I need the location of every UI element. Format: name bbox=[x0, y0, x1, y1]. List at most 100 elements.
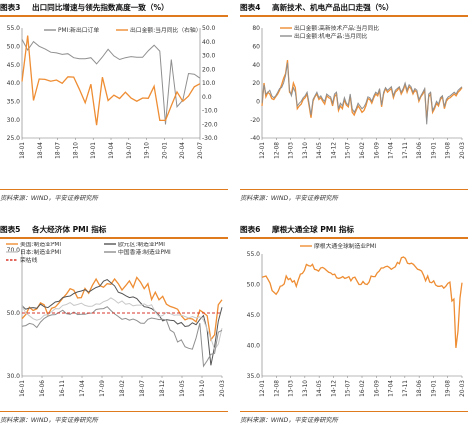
y-tick-label: 40 bbox=[252, 62, 260, 69]
x-tick-label: 19-01 bbox=[431, 142, 437, 159]
panel-header: 图表5 各大经济体 PMI 指标 bbox=[0, 222, 228, 236]
x-tick-label: 19-08 bbox=[446, 380, 452, 397]
chart-fig5: 70.0 50.0 30.016-01 16-06 16-11 17-04 17-09 18-… bbox=[6, 242, 226, 397]
x-tick-label: 14-12 bbox=[331, 142, 337, 159]
series-line-0 bbox=[261, 60, 463, 120]
legend-label: PMI:新出口订单 bbox=[58, 26, 99, 34]
legend-label: 摩根大通全球制造业PMI bbox=[314, 242, 377, 250]
header-rule bbox=[240, 237, 468, 239]
chart-title: 出口同比增速与领先指数高度一致（%） bbox=[32, 2, 169, 12]
chart-panel-fig6: 图表6 摩根大通全球 PMI 指标 55.0 50.0 45.0 40.0 35.0 12… bbox=[240, 222, 468, 432]
source-note: 资料来源：WIND，平安证券研究所 bbox=[240, 417, 338, 424]
x-tick-label: 12-01 bbox=[260, 380, 266, 397]
y-right-tick-label: -10.0 bbox=[202, 108, 218, 115]
x-tick-label: 17-04 bbox=[389, 142, 395, 159]
x-tick-label: 18-12 bbox=[160, 380, 166, 397]
x-tick-label: 17-11 bbox=[403, 142, 409, 159]
y-tick-label: 50.0 bbox=[7, 44, 21, 51]
y-tick-label: 30.0 bbox=[7, 373, 21, 380]
figure-number: 图表3 bbox=[0, 2, 21, 12]
x-tick-label: 18-04 bbox=[38, 142, 44, 159]
x-tick-label: 14-05 bbox=[317, 380, 323, 397]
x-tick-label: 12-08 bbox=[274, 380, 280, 397]
x-tick-label: 18-10 bbox=[73, 142, 79, 159]
y-tick-label: 70.0 bbox=[7, 247, 21, 254]
y-tick-label: 20 bbox=[252, 80, 260, 87]
x-tick-label: 16-02 bbox=[360, 142, 366, 159]
x-tick-label: 20-03 bbox=[460, 380, 466, 397]
legend-label: 出口金额:当月同比（右轴） bbox=[130, 26, 202, 34]
panel-header: 图表4 高新技术、机电产品出口走强（%） bbox=[240, 0, 468, 14]
figure-number: 图表4 bbox=[240, 2, 261, 12]
y-right-tick-label: 50.0 bbox=[202, 25, 216, 32]
legend-label: 中国香港:制造业PMI bbox=[118, 248, 171, 256]
x-tick-label: 13-03 bbox=[289, 142, 295, 159]
x-tick-label: 18-06 bbox=[417, 380, 423, 397]
x-tick-label: 16-09 bbox=[374, 142, 380, 159]
x-tick-label: 16-01 bbox=[20, 380, 26, 397]
x-tick-label: 20-01 bbox=[162, 142, 168, 159]
x-tick-label: 19-08 bbox=[446, 142, 452, 159]
x-tick-label: 16-02 bbox=[360, 380, 366, 397]
x-tick-label: 18-01 bbox=[20, 142, 26, 159]
x-tick-label: 17-09 bbox=[100, 380, 106, 397]
x-tick-label: 19-05 bbox=[180, 380, 186, 397]
x-tick-label: 12-08 bbox=[274, 142, 280, 159]
x-tick-label: 20-03 bbox=[460, 142, 466, 159]
x-tick-label: 19-01 bbox=[431, 380, 437, 397]
panel-header: 图表3 出口同比增速与领先指数高度一致（%） bbox=[0, 0, 228, 14]
series-line-0 bbox=[261, 256, 463, 348]
series-line-3 bbox=[21, 306, 223, 368]
series-line-1 bbox=[21, 35, 201, 126]
y-right-tick-label: 10.0 bbox=[202, 80, 216, 87]
y-tick-label: 0 bbox=[256, 99, 260, 106]
y-tick-label: 55.0 bbox=[7, 25, 21, 32]
x-tick-label: 18-06 bbox=[417, 142, 423, 159]
y-tick-label: -20 bbox=[250, 117, 260, 124]
header-rule bbox=[240, 15, 468, 17]
x-tick-label: 17-11 bbox=[403, 380, 409, 397]
x-tick-label: 16-09 bbox=[374, 380, 380, 397]
x-tick-label: 19-10 bbox=[200, 380, 206, 397]
figure-number: 图表6 bbox=[240, 224, 261, 234]
series-line-0 bbox=[21, 39, 201, 125]
y-tick-label: 45.0 bbox=[7, 62, 21, 69]
source-rule bbox=[240, 189, 468, 190]
x-tick-label: 19-01 bbox=[91, 142, 97, 159]
y-tick-label: 80 bbox=[252, 25, 260, 32]
x-tick-label: 18-07 bbox=[140, 380, 146, 397]
x-tick-label: 19-10 bbox=[145, 142, 151, 159]
legend-label: 出口金额:高新技术产品:当月同比 bbox=[294, 24, 379, 32]
x-tick-label: 20-03 bbox=[220, 380, 226, 397]
x-tick-label: 20-04 bbox=[180, 142, 186, 159]
legend-label: 欧元区:制造业PMI bbox=[118, 242, 165, 248]
chart-panel-fig4: 图表4 高新技术、机电产品出口走强（%） 80 60 40 20 0 -20 -40 12-0… bbox=[240, 0, 468, 210]
x-tick-label: 18-07 bbox=[56, 142, 62, 159]
chart-title: 摩根大通全球 PMI 指标 bbox=[272, 224, 354, 234]
x-tick-label: 15-07 bbox=[346, 142, 352, 159]
y-tick-label: 50.0 bbox=[247, 282, 261, 289]
x-tick-label: 17-04 bbox=[80, 380, 86, 397]
y-tick-label: 50.0 bbox=[7, 310, 21, 317]
series-line-1 bbox=[261, 62, 463, 125]
legend-label: 日本:制造业PMI bbox=[20, 248, 61, 256]
x-tick-label: 13-03 bbox=[289, 380, 295, 397]
source-rule bbox=[0, 189, 228, 190]
source-rule bbox=[0, 411, 228, 412]
source-note: 资料来源：WIND，平安证券研究所 bbox=[0, 195, 98, 202]
y-right-tick-label: 30.0 bbox=[202, 53, 216, 60]
y-right-tick-label: 0.0 bbox=[202, 94, 212, 101]
chart-title: 各大经济体 PMI 指标 bbox=[32, 224, 107, 234]
series-line-0 bbox=[21, 276, 223, 342]
header-rule bbox=[0, 15, 228, 17]
figure-number: 图表5 bbox=[0, 224, 21, 234]
panel-header: 图表6 摩根大通全球 PMI 指标 bbox=[240, 222, 468, 236]
chart-panel-fig3: 图表3 出口同比增速与领先指数高度一致（%） 55.0 50.0 45.0 40.0 3… bbox=[0, 0, 228, 210]
series-line-2 bbox=[21, 297, 223, 351]
y-tick-label: 40.0 bbox=[7, 80, 21, 87]
x-tick-label: 19-04 bbox=[109, 142, 115, 159]
x-tick-label: 14-12 bbox=[331, 380, 337, 397]
series-line-1 bbox=[21, 279, 223, 366]
legend-label: 出口金额:机电产品:当月同比 bbox=[294, 32, 368, 40]
